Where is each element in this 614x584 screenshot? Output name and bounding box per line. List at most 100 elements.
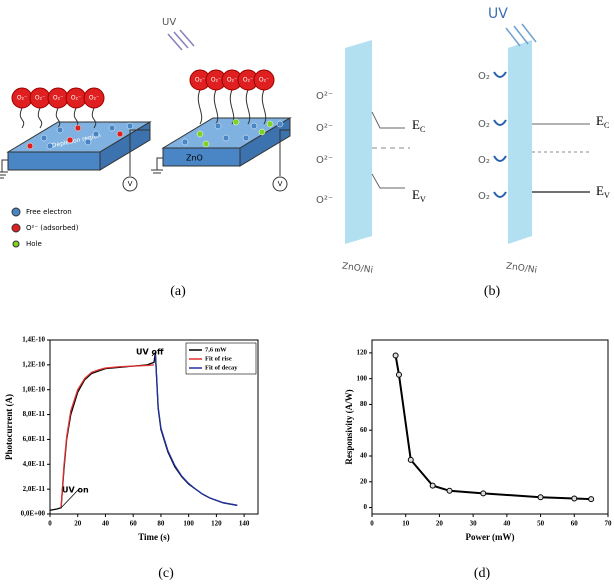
voltmeter (122, 176, 138, 192)
caption: (a) (170, 284, 186, 299)
valence-band (371, 173, 405, 189)
y-tick-label: 120 (357, 348, 368, 356)
device-side (239, 117, 291, 167)
ion-label: O²⁻ (316, 155, 333, 166)
ion-label: O₂ (478, 191, 490, 202)
y-tick-label: 0,0E+00 (21, 510, 46, 518)
annotation-arrow (151, 352, 156, 357)
plot-frame (371, 339, 609, 515)
carrier (56, 126, 64, 134)
plot-frame (49, 339, 259, 515)
adsorption-mark (493, 155, 507, 162)
adsorption-mark (493, 191, 507, 198)
data-point (537, 494, 544, 501)
interface-label: ZnO/Ni (341, 262, 373, 276)
uv-label: UV (488, 6, 508, 22)
y-tick-label: 20 (360, 477, 368, 485)
carrier (84, 138, 92, 146)
series-line (60, 364, 155, 508)
carrier (232, 118, 240, 126)
x-tick-label: 0 (48, 520, 52, 528)
y-axis-label: Responsivity (A/W) (344, 389, 354, 464)
ion-label: O₂ (478, 71, 490, 82)
wire (279, 129, 290, 176)
y-axis-label: Photocurrent (A) (4, 394, 14, 460)
x-tick-label: 60 (571, 520, 579, 528)
legend-label: Fit of decay (205, 364, 238, 371)
panel-a: Depletion region ZnO V V UV Free electro… (0, 17, 292, 248)
x-tick-label: 70 (605, 520, 613, 528)
y-tick-label: 80 (360, 400, 368, 408)
uv-label: UV (162, 17, 176, 28)
ion-label: O²⁻ (316, 91, 333, 102)
x-tick-label: 20 (74, 520, 82, 528)
ion-label: O²⁻ (316, 123, 333, 134)
x-tick-label: 80 (157, 520, 165, 528)
carrier (181, 138, 189, 146)
legend-label: Fit of rise (205, 355, 232, 362)
data-point (429, 482, 436, 489)
y-tick-label: 40 (360, 452, 368, 460)
x-tick-label: 10 (402, 520, 410, 528)
y-tick-label: 60 (360, 426, 368, 434)
x-tick-label: 120 (211, 520, 222, 528)
carrier (258, 128, 266, 136)
chart: 0 10 20 30 40 50 60 70 0 20 40 60 80 100 120 Power (mW)… (344, 339, 613, 542)
wire (129, 129, 150, 176)
data-point (588, 496, 595, 503)
ion-arrow (245, 89, 251, 125)
interface (345, 40, 372, 244)
carrier (92, 130, 100, 138)
ion-label: O₂⁻ (243, 77, 253, 84)
data-point (392, 352, 399, 359)
annotation: UV off (136, 348, 164, 357)
ion-label: O²⁻ (316, 195, 333, 206)
conduction-band (371, 111, 405, 129)
carrier (196, 130, 204, 138)
y-tick-label: 8,0E-11 (23, 410, 46, 418)
x-tick-label: 40 (102, 520, 110, 528)
ion-label: O₂⁻ (259, 77, 269, 84)
carrier (40, 134, 48, 142)
carrier (214, 122, 222, 130)
x-tick-label: 30 (470, 520, 478, 528)
legend-label: 7,6 mW (205, 346, 227, 353)
ground (0, 159, 8, 179)
carrier (66, 136, 74, 144)
x-tick-label: 60 (130, 520, 138, 528)
ec-label: EC (412, 117, 425, 134)
y-tick-label: 1,4E-10 (22, 336, 45, 344)
voltmeter-label: V (278, 180, 283, 188)
carrier (116, 130, 124, 138)
voltmeter (272, 176, 288, 192)
y-tick-label: 0 (364, 503, 368, 511)
ion-arrow (37, 107, 43, 129)
x-tick-label: 40 (503, 520, 511, 528)
ion-arrow (55, 107, 61, 129)
ion-arrow (197, 89, 203, 125)
ion-label: O₂⁻ (71, 95, 81, 102)
legend-dot (11, 223, 21, 233)
carrier (108, 124, 116, 132)
ion-label: O₂ (478, 119, 490, 130)
carrier (276, 120, 284, 128)
ion-arrow (213, 89, 219, 125)
ion (253, 69, 275, 91)
y-tick-label: 1,0E-10 (22, 385, 45, 393)
uv-arrows (505, 23, 537, 47)
ground (151, 157, 163, 174)
carrier (250, 122, 258, 130)
chart: 0 20 40 60 80 100 120 140 0,0E+00 2,0E-11 4,0E-11 6… (4, 336, 259, 542)
panel-b: EC EV ZnO/Ni EC EV ZnO/Ni UV (341, 6, 610, 276)
caption: (d) (474, 566, 491, 581)
adsorption-mark (493, 119, 507, 126)
y-tick-label: 100 (357, 374, 368, 382)
data-point (480, 490, 487, 497)
device-front (7, 151, 101, 171)
x-axis-label: Power (mW) (465, 532, 514, 542)
series-line (154, 354, 238, 506)
carrier (242, 134, 250, 142)
x-axis-label: Time (s) (138, 532, 170, 542)
x-tick-label: 0 (370, 520, 374, 528)
